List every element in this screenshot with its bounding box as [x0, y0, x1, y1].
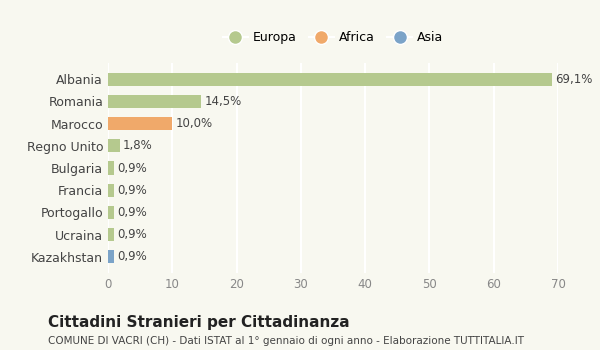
Text: 0,9%: 0,9%: [117, 206, 147, 219]
Legend: Europa, Africa, Asia: Europa, Africa, Asia: [223, 32, 443, 44]
Bar: [108, 183, 114, 197]
Text: 1,8%: 1,8%: [123, 139, 152, 152]
Bar: [108, 161, 114, 175]
Text: 0,9%: 0,9%: [117, 228, 147, 241]
Bar: [108, 206, 114, 219]
Bar: [108, 228, 114, 241]
Text: 14,5%: 14,5%: [205, 95, 242, 108]
Bar: [108, 139, 119, 153]
Bar: [108, 117, 172, 130]
Bar: [108, 95, 201, 108]
Text: 69,1%: 69,1%: [556, 73, 593, 86]
Text: 10,0%: 10,0%: [176, 117, 212, 130]
Text: 0,9%: 0,9%: [117, 161, 147, 175]
Text: COMUNE DI VACRI (CH) - Dati ISTAT al 1° gennaio di ogni anno - Elaborazione TUTT: COMUNE DI VACRI (CH) - Dati ISTAT al 1° …: [48, 336, 524, 346]
Text: 0,9%: 0,9%: [117, 250, 147, 263]
Text: Cittadini Stranieri per Cittadinanza: Cittadini Stranieri per Cittadinanza: [48, 315, 350, 330]
Bar: [108, 72, 552, 86]
Text: 0,9%: 0,9%: [117, 184, 147, 197]
Bar: [108, 250, 114, 264]
